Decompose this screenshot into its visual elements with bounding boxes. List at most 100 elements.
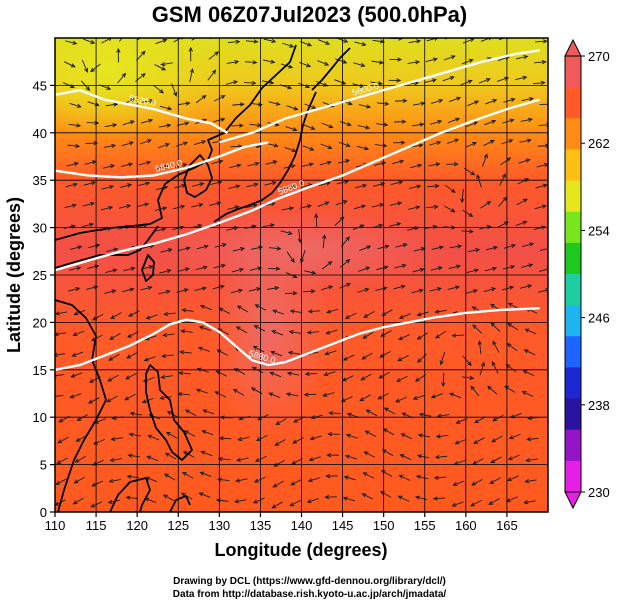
streamline-arrow xyxy=(327,145,333,150)
streamline xyxy=(245,204,257,209)
streamline-arrow xyxy=(173,91,178,97)
streamline xyxy=(92,459,104,466)
streamline-arrow xyxy=(435,162,441,167)
streamline xyxy=(308,477,320,482)
streamline xyxy=(358,266,370,272)
streamline xyxy=(376,266,388,271)
streamline xyxy=(317,60,329,66)
streamline-arrow xyxy=(306,499,312,504)
streamline xyxy=(266,142,278,147)
streamline-arrow xyxy=(217,456,223,462)
y-tick-label: 20 xyxy=(33,315,47,330)
streamline-arrow xyxy=(343,475,349,480)
streamline xyxy=(264,181,276,186)
streamline-arrow xyxy=(365,125,371,130)
streamline-arrow xyxy=(378,60,384,65)
streamline-arrow xyxy=(195,388,201,393)
streamline-arrow xyxy=(523,198,528,203)
streamline xyxy=(129,433,142,437)
streamline-arrow xyxy=(216,201,222,206)
streamline xyxy=(271,351,283,357)
streamline xyxy=(503,98,515,103)
streamline xyxy=(461,189,464,203)
streamline-arrow xyxy=(415,474,421,480)
streamline xyxy=(461,376,474,379)
streamline xyxy=(280,230,292,235)
streamline xyxy=(372,39,384,43)
streamline xyxy=(383,428,395,436)
streamline xyxy=(474,416,486,424)
streamline xyxy=(275,438,286,446)
streamline xyxy=(417,311,429,316)
streamline-arrow xyxy=(412,395,418,400)
streamline-arrow xyxy=(288,64,294,69)
streamline xyxy=(145,335,157,340)
streamline-arrow xyxy=(110,314,116,319)
streamline xyxy=(342,375,354,382)
streamline-arrow xyxy=(289,309,295,314)
streamline xyxy=(535,40,547,43)
streamline-arrow xyxy=(525,458,531,463)
streamline-arrow xyxy=(433,475,439,480)
streamline xyxy=(293,416,305,423)
streamline-arrow xyxy=(214,391,220,396)
streamline xyxy=(466,121,478,127)
streamline-arrow xyxy=(361,493,367,498)
streamline xyxy=(83,38,95,44)
streamline xyxy=(185,409,197,417)
streamline xyxy=(335,58,347,64)
streamline-arrow xyxy=(129,411,135,416)
streamline xyxy=(102,164,115,169)
streamline xyxy=(525,328,537,335)
streamline xyxy=(506,364,517,373)
streamline xyxy=(305,372,318,375)
streamline-arrow xyxy=(85,86,91,91)
streamline xyxy=(125,373,137,380)
streamline-arrow xyxy=(436,140,442,145)
streamline xyxy=(281,207,294,211)
streamline xyxy=(415,496,428,501)
warm-region xyxy=(160,210,440,290)
streamline-arrow xyxy=(454,440,460,445)
streamline-arrow xyxy=(528,263,534,268)
streamline-arrow xyxy=(179,225,185,230)
streamline-arrow xyxy=(271,504,277,509)
streamline xyxy=(374,144,387,147)
streamline-arrow xyxy=(91,316,97,321)
streamline xyxy=(431,393,443,398)
streamline xyxy=(436,434,449,438)
streamline-arrow xyxy=(77,245,83,250)
colorbar-segment xyxy=(565,56,581,88)
streamline xyxy=(161,375,173,378)
streamline-arrow xyxy=(290,164,296,169)
streamline xyxy=(309,456,321,461)
streamline-arrow xyxy=(491,360,496,366)
streamline xyxy=(208,51,219,60)
streamline-arrow xyxy=(418,143,424,148)
streamline-arrow xyxy=(220,263,226,269)
colorbar-segment xyxy=(565,274,581,306)
streamline xyxy=(123,267,135,272)
streamline-arrow xyxy=(490,303,495,308)
streamline xyxy=(227,41,240,43)
streamline xyxy=(488,498,500,505)
streamline-arrow xyxy=(201,140,207,145)
streamline-arrow xyxy=(507,302,513,307)
coastline-taiwan xyxy=(141,254,155,282)
streamline xyxy=(238,436,250,441)
streamline xyxy=(268,101,280,105)
streamline-arrow xyxy=(347,101,353,106)
streamline-arrow xyxy=(527,117,533,122)
streamline xyxy=(106,395,118,403)
streamline xyxy=(289,331,302,334)
streamline xyxy=(87,265,99,269)
streamline xyxy=(335,200,348,206)
streamline xyxy=(321,122,333,128)
colorbar-tick-label: 254 xyxy=(588,223,610,238)
streamline xyxy=(195,266,208,271)
coastline-philippines xyxy=(145,364,193,461)
streamline xyxy=(302,145,314,151)
streamline xyxy=(377,245,389,250)
streamline xyxy=(233,389,245,396)
streamline-arrow xyxy=(434,454,440,460)
